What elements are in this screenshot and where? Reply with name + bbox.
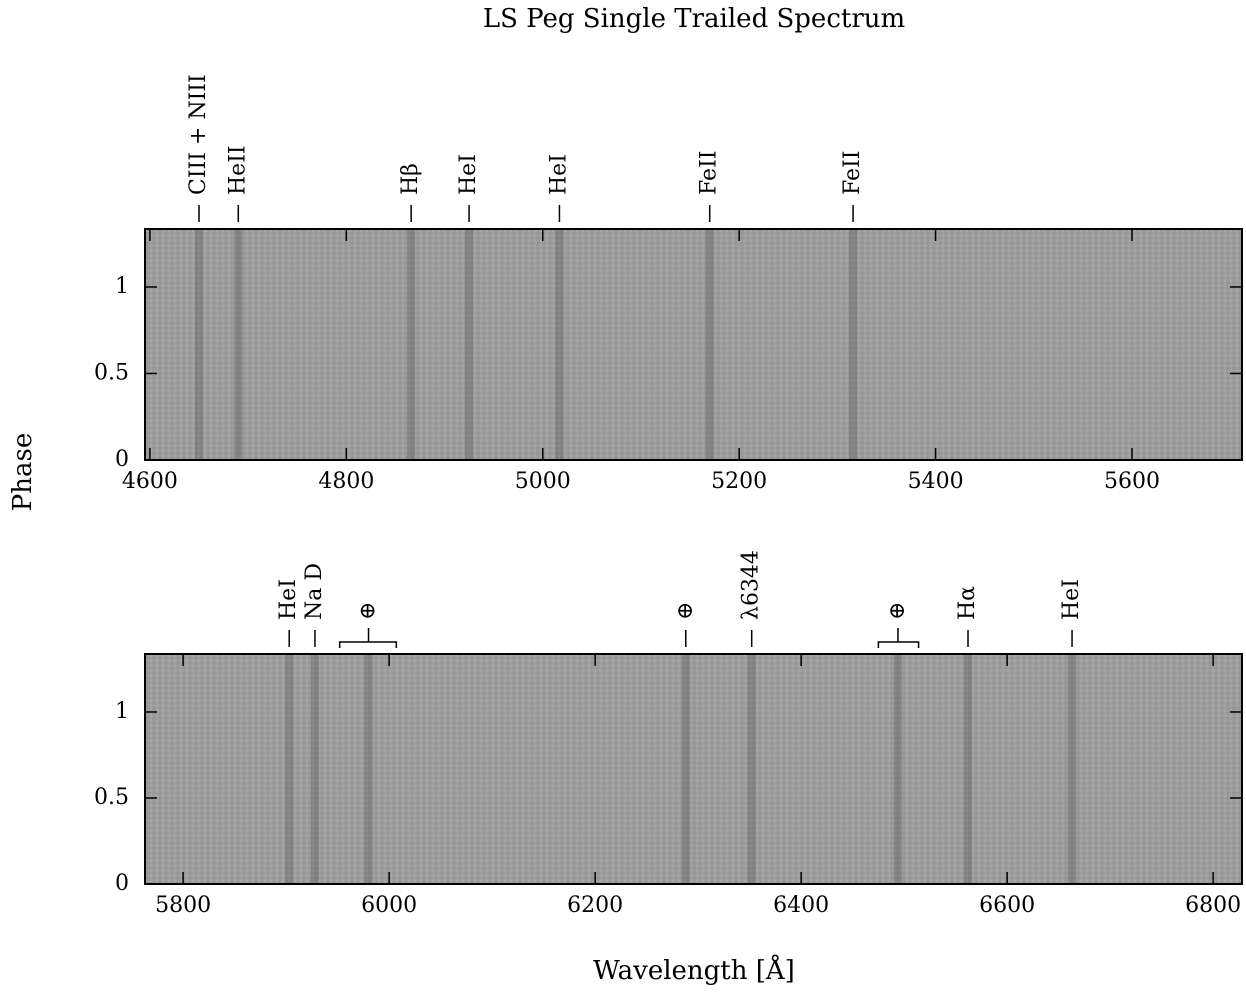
x-axis-label: Wavelength [Å]	[593, 954, 795, 986]
line-label: Hβ	[398, 163, 423, 195]
spectral-feature	[747, 654, 756, 884]
spectral-feature	[364, 654, 373, 884]
spectral-feature	[195, 229, 204, 460]
x-tick-label: 5600	[1104, 469, 1160, 494]
x-tick-label: 6000	[361, 893, 417, 918]
line-label: λ6344	[739, 550, 764, 620]
spectral-feature	[407, 229, 416, 460]
spectrum-image	[145, 229, 1242, 460]
chart-title: LS Peg Single Trailed Spectrum	[483, 4, 905, 34]
x-tick-label: 4800	[318, 469, 374, 494]
line-label: HeI	[546, 154, 571, 195]
spectral-feature	[285, 654, 294, 884]
spectral-feature	[964, 654, 973, 884]
y-tick-label: 1	[115, 274, 129, 299]
x-tick-label: 5400	[908, 469, 964, 494]
line-label: Na D	[302, 563, 327, 620]
x-tick-label: 5000	[515, 469, 571, 494]
spectral-feature	[705, 229, 714, 460]
y-tick-label: 0	[115, 871, 129, 896]
plot-frame	[144, 228, 1243, 461]
line-label: Hα	[955, 586, 980, 620]
y-tick-label: 1	[115, 699, 129, 724]
line-label: HeII	[225, 145, 250, 195]
spectrum-image	[145, 654, 1242, 884]
spectral-feature	[555, 229, 564, 460]
line-label: FeII	[697, 151, 722, 195]
y-tick-label: 0	[115, 447, 129, 472]
spectral-feature	[681, 654, 690, 884]
spectral-feature	[1068, 654, 1077, 884]
x-tick-label: 6400	[773, 893, 829, 918]
x-tick-label: 6600	[979, 893, 1035, 918]
y-tick-label: 0.5	[94, 360, 129, 385]
spectral-feature	[893, 654, 902, 884]
line-bracket	[338, 641, 398, 648]
spectral-feature	[310, 654, 319, 884]
x-tick-label: 6200	[567, 893, 623, 918]
plot-frame	[144, 653, 1243, 885]
x-tick-label: 5800	[155, 893, 211, 918]
line-label: ⊕	[885, 602, 910, 620]
spectral-feature	[234, 229, 243, 460]
x-tick-label: 6800	[1185, 893, 1241, 918]
line-label: HeI	[276, 579, 301, 620]
line-label: HeI	[1059, 579, 1084, 620]
line-label: ⊕	[356, 602, 381, 620]
y-axis-label: Phase	[8, 433, 38, 511]
line-label: FeII	[840, 151, 865, 195]
x-tick-label: 5200	[711, 469, 767, 494]
y-tick-label: 0.5	[94, 785, 129, 810]
line-label: ⊕	[673, 602, 698, 620]
line-label: CIII + NIII	[186, 74, 211, 195]
spectral-feature	[465, 229, 474, 460]
x-tick-label: 4600	[122, 469, 178, 494]
line-label: HeI	[456, 154, 481, 195]
spectral-feature	[849, 229, 858, 460]
line-bracket	[877, 641, 920, 648]
